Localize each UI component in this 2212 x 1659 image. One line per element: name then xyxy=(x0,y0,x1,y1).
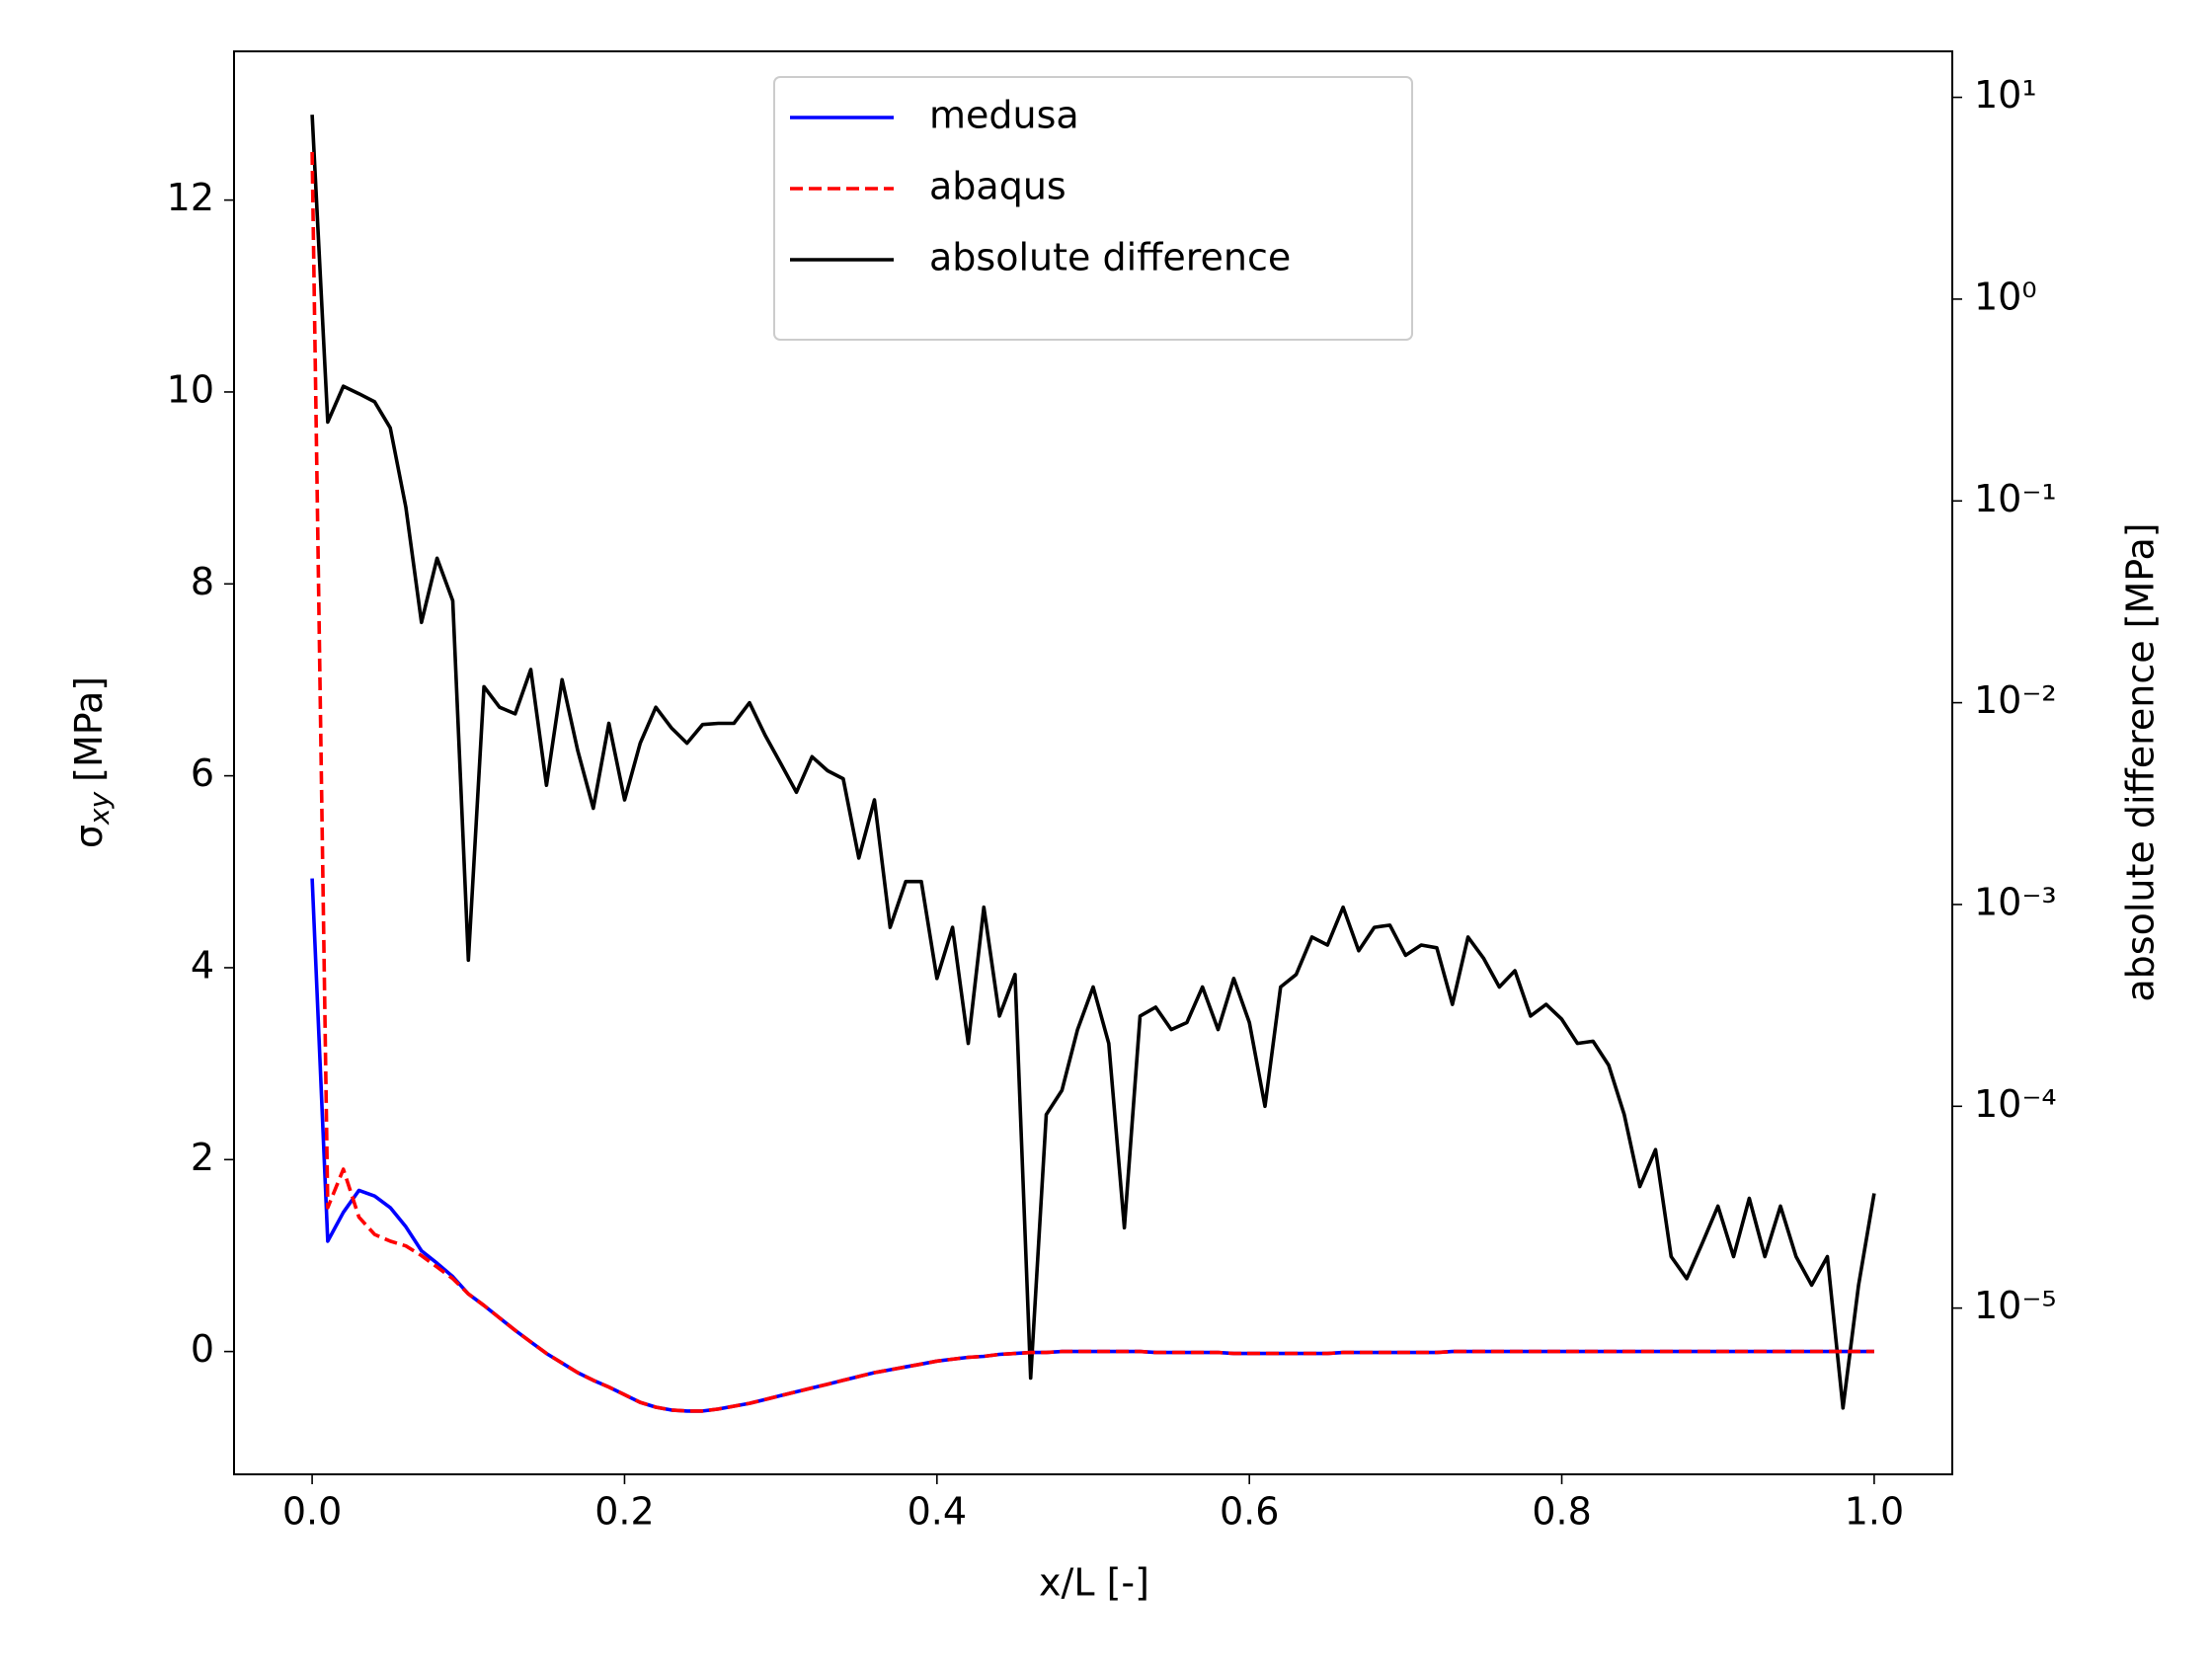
x-tick-label: 0.4 xyxy=(908,1490,967,1534)
x-tick-label: 0.2 xyxy=(594,1490,654,1534)
y-axis-label: σxy [MPa] xyxy=(67,676,117,848)
y2-tick-label: 10¹ xyxy=(1974,73,2037,117)
plot-frame xyxy=(233,50,1953,1475)
y-tick-label: 8 xyxy=(191,560,214,603)
y-label-subscript: xy xyxy=(83,791,116,826)
series-line xyxy=(310,878,1874,1413)
legend-box xyxy=(773,76,1413,341)
legend-label: absolute difference xyxy=(929,236,1291,279)
y-label-unit: [MPa] xyxy=(67,676,111,782)
y-tick-label: 10 xyxy=(167,367,214,411)
y2-axis-label: absolute difference [MPa] xyxy=(2119,522,2163,1001)
legend-label: medusa xyxy=(929,94,1079,137)
y-tick-label: 0 xyxy=(191,1327,214,1371)
x-axis-label: x/L [-] xyxy=(1039,1561,1149,1605)
legend-label: abaqus xyxy=(929,165,1066,208)
y2-tick-label: 10⁻⁵ xyxy=(1974,1284,2057,1327)
series-line xyxy=(310,151,1874,1413)
y2-tick-label: 10⁻² xyxy=(1974,678,2057,722)
y2-tick-label: 10⁻³ xyxy=(1974,880,2057,923)
y-tick-label: 2 xyxy=(191,1136,214,1179)
x-tick-label: 0.8 xyxy=(1532,1490,1591,1534)
series-line xyxy=(310,115,1876,1410)
y2-tick-label: 10⁻¹ xyxy=(1974,477,2057,520)
x-tick-label: 0.6 xyxy=(1220,1490,1279,1534)
y2-tick-label: 10⁰ xyxy=(1974,275,2037,318)
y-tick-label: 12 xyxy=(167,176,214,219)
y-label-symbol: σ xyxy=(67,825,111,848)
x-tick-label: 0.0 xyxy=(282,1490,342,1534)
x-tick-label: 1.0 xyxy=(1845,1490,1904,1534)
y-tick-label: 6 xyxy=(191,751,214,795)
y-tick-label: 4 xyxy=(191,943,214,987)
y2-tick-label: 10⁻⁴ xyxy=(1974,1082,2057,1126)
